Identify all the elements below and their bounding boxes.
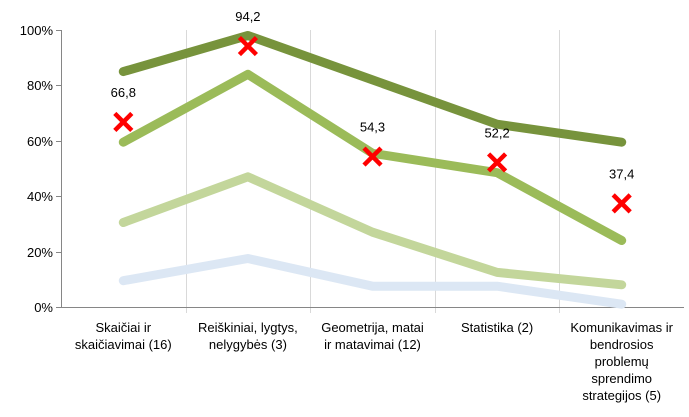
category-label-line: nelygybės (3) <box>209 337 287 352</box>
category-label-line: strategijos (5) <box>582 388 661 403</box>
x-marker-stroke <box>113 111 134 133</box>
x-marker <box>611 193 632 214</box>
category-label: Skaičiai ir skaičiavimai (16) <box>75 320 172 352</box>
x-marker-stroke <box>362 146 383 167</box>
category-label-line: bendrosios <box>590 337 654 352</box>
data-label: 94,2 <box>235 9 260 24</box>
series-line-2 <box>118 172 627 290</box>
y-axis-ticks: 0% 20% 40% 60% 80% 100% <box>20 23 61 315</box>
category-label: Reiškiniai, lygtys, nelygybės (3) <box>198 320 298 352</box>
axes <box>61 30 684 308</box>
category-label-line: Reiškiniai, lygtys, <box>198 320 298 335</box>
x-marker-stroke <box>487 152 508 173</box>
y-tick-label: 40% <box>27 189 53 204</box>
series-line-1 <box>118 254 627 309</box>
category-label: Statistika (2) <box>461 320 533 335</box>
y-tick-label: 0% <box>34 300 53 315</box>
category-label-line: Statistika (2) <box>461 320 533 335</box>
series-line-4 <box>118 31 627 147</box>
category-label-line: Komunikavimas ir <box>570 320 673 335</box>
category-label: Geometrija, matai ir matavimai (12) <box>321 320 424 352</box>
y-tick-label: 20% <box>27 245 53 260</box>
x-marker <box>362 146 383 167</box>
x-marker <box>487 152 508 173</box>
category-label-line: skaičiavimai (16) <box>75 337 172 352</box>
y-tick-label: 80% <box>27 78 53 93</box>
y-tick-label: 60% <box>27 134 53 149</box>
data-label: 52,2 <box>484 125 509 140</box>
x-marker <box>237 35 258 57</box>
category-label-line: Geometrija, matai <box>321 320 424 335</box>
category-label: Komunikavimas ir bendrosios problemų sprend… <box>570 320 673 403</box>
data-label: 37,4 <box>609 166 634 181</box>
y-tick-label: 100% <box>20 23 54 38</box>
category-label-line: sprendimo <box>591 371 652 386</box>
x-marker-stroke <box>237 35 258 57</box>
category-label-line: ir matavimai (12) <box>324 337 421 352</box>
data-label: 54,3 <box>360 120 385 135</box>
markers: 66,8 94,2 54,3 52,2 37,4 <box>111 9 634 214</box>
x-axis-labels: Skaičiai ir skaičiavimai (16) Reiškiniai, … <box>75 320 674 403</box>
x-marker-stroke <box>611 193 632 214</box>
series-lines <box>118 31 627 309</box>
x-marker <box>113 111 134 133</box>
category-label-line: problemų <box>595 354 649 369</box>
series-line-3 <box>118 69 627 245</box>
data-label: 66,8 <box>111 85 136 100</box>
category-label-line: Skaičiai ir <box>95 320 151 335</box>
